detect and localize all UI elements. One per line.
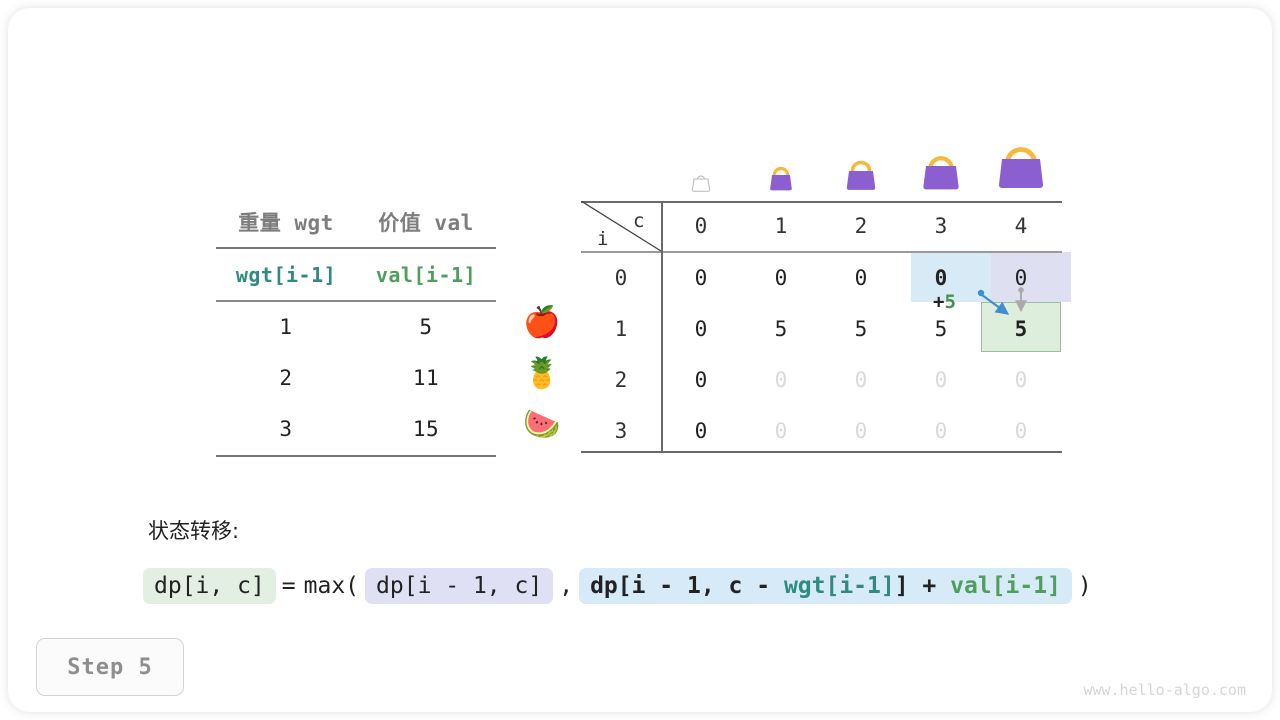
dp-col-header-3: 3: [934, 214, 948, 238]
corner-diagonal-line: [581, 201, 662, 252]
bag-icon-size-2: [842, 158, 880, 196]
dp-cell-0-1: 0: [774, 266, 788, 290]
dp-row-header-1: 1: [614, 317, 628, 341]
item-table-header-row: 重量 wgt 价值 val: [216, 196, 496, 247]
dp-col-header-0: 0: [694, 214, 708, 238]
item-wgt-3: 3: [279, 417, 293, 441]
item-table: 重量 wgt 价值 val wgt[i-1] val[i-1] 1 5 2 11…: [216, 196, 496, 457]
bag-icon-row: [581, 138, 1063, 198]
dp-cell-1-4: 5: [1014, 317, 1028, 341]
item-wgt-1: 1: [279, 315, 293, 339]
item-table-header-wgt: 重量 wgt: [238, 210, 334, 235]
apple-icon: 🍎: [523, 305, 561, 340]
dp-cell-1-0: 0: [694, 317, 708, 341]
dp-col-header-1: 1: [774, 214, 788, 238]
transition-formula: dp[i, c] = max( dp[i - 1, c] , dp[i - 1,…: [141, 568, 1096, 604]
dp-cell-0-0: 0: [694, 266, 708, 290]
item-table-row: 3 15: [216, 404, 496, 455]
dp-cell-3-4: 0: [1014, 419, 1028, 443]
item-table-divider-mid: [216, 300, 496, 302]
dp-table-bottom-rule: [581, 451, 1062, 453]
plus-value: 5: [944, 291, 956, 313]
pineapple-icon: 🍍: [523, 356, 561, 391]
plus-five-annotation: +5: [933, 291, 956, 313]
dp-cell-1-1: 5: [774, 317, 788, 341]
item-wgt-2: 2: [279, 366, 293, 390]
dp-cell-3-0: 0: [694, 419, 708, 443]
corner-label-i: i: [597, 228, 609, 250]
dp-cell-3-1: 0: [774, 419, 788, 443]
formula-option-b-mid: ] +: [894, 573, 951, 599]
watermelon-icon: 🍉: [523, 407, 561, 442]
transition-title: 状态转移:: [148, 519, 240, 543]
formula-close: ): [1077, 573, 1092, 599]
dp-cell-2-1: 0: [774, 368, 788, 392]
dp-cell-2-4: 0: [1014, 368, 1028, 392]
item-val-1: 5: [419, 315, 433, 339]
dp-row-header-3: 3: [614, 419, 628, 443]
item-table-subheader-row: wgt[i-1] val[i-1]: [216, 249, 496, 300]
bag-icon-size-3: [918, 150, 964, 196]
item-table-divider-bottom: [216, 454, 496, 457]
item-table-subheader-val: val[i-1]: [375, 262, 477, 287]
formula-option-b-prefix: dp[i - 1, c -: [590, 573, 784, 599]
item-val-3: 15: [412, 417, 440, 441]
item-val-2: 11: [412, 366, 440, 390]
item-table-row: 2 11: [216, 353, 496, 404]
corner-label-c: c: [633, 210, 645, 232]
dp-cell-3-3: 0: [934, 419, 948, 443]
formula-option-b-wgt: wgt[i-1]: [783, 573, 895, 599]
dp-cell-2-2: 0: [854, 368, 868, 392]
plus-sign: +: [933, 291, 945, 313]
dp-col-header-2: 2: [854, 214, 868, 238]
dp-cell-2-3: 0: [934, 368, 948, 392]
formula-option-b: dp[i - 1, c - wgt[i-1]] + val[i-1]: [579, 568, 1072, 604]
dp-cell-0-4: 0: [1014, 266, 1028, 290]
item-table-header-val: 价值 val: [378, 210, 474, 235]
dp-table-header-rule: [581, 251, 1062, 253]
dp-cell-2-0: 0: [694, 368, 708, 392]
bag-icon-size-1: [766, 164, 796, 196]
formula-target: dp[i, c]: [143, 568, 276, 604]
formula-max-open: max(: [303, 573, 360, 599]
formula-option-a: dp[i - 1, c]: [365, 568, 554, 604]
formula-comma: ,: [559, 573, 574, 599]
bag-icon-size-4: [993, 140, 1049, 196]
dp-row-header-2: 2: [614, 368, 628, 392]
formula-equals: =: [281, 573, 296, 599]
dp-cell-0-2: 0: [854, 266, 868, 290]
slide-canvas: 重量 wgt 价值 val wgt[i-1] val[i-1] 1 5 2 11…: [8, 8, 1272, 712]
dp-cell-3-2: 0: [854, 419, 868, 443]
dp-col-header-4: 4: [1014, 214, 1028, 238]
dp-table-top-rule: [581, 201, 1062, 203]
dp-cell-1-2: 5: [854, 317, 868, 341]
dp-row-header-0: 0: [614, 266, 628, 290]
highlight-cell-0-3: [911, 252, 991, 302]
dp-table-vertical-rule: [661, 201, 663, 453]
dp-cell-1-3: 5: [934, 317, 948, 341]
dp-cell-0-3: 0: [934, 266, 948, 290]
highlight-cell-0-4: [991, 252, 1071, 302]
item-table-divider-top: [216, 247, 496, 249]
formula-option-b-val: val[i-1]: [950, 573, 1061, 599]
dp-table: c i 0 1 2 3 4 0 1 2 3 0 0 0 0 0 0 5 5 5 …: [581, 138, 1071, 458]
step-badge: Step 5: [36, 638, 184, 696]
bag-icon-size-0: [690, 172, 712, 196]
item-table-row: 1 5: [216, 302, 496, 353]
watermark: www.hello-algo.com: [1083, 681, 1246, 699]
item-table-subheader-wgt: wgt[i-1]: [235, 262, 337, 287]
